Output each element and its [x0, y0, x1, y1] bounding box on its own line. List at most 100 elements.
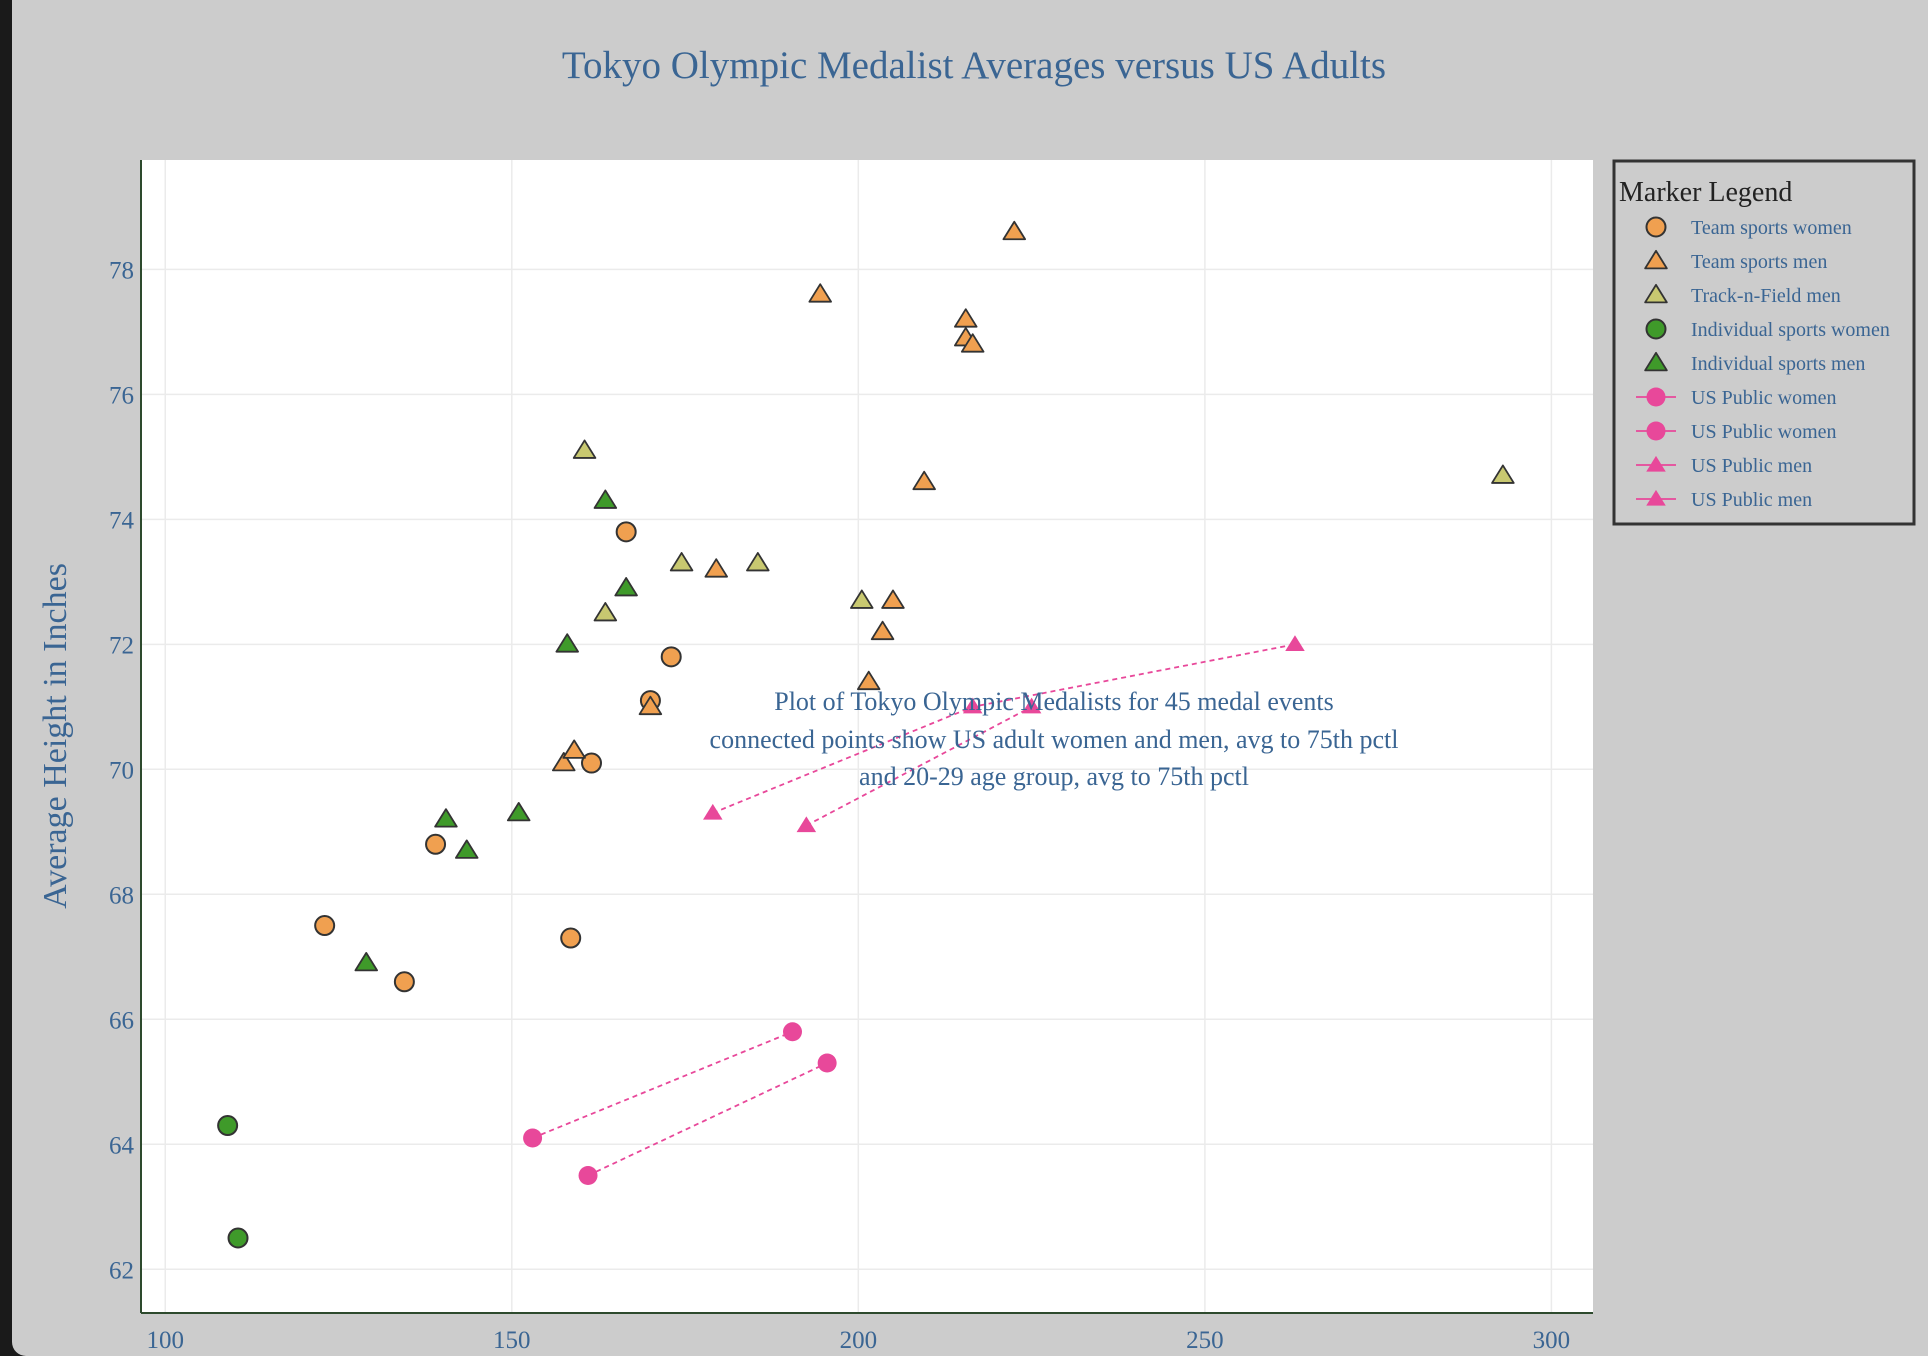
data-point[interactable]	[552, 752, 576, 772]
legend-label: Individual sports men	[1691, 353, 1865, 375]
data-point[interactable]	[808, 283, 832, 303]
series-us-public-women	[578, 1053, 837, 1186]
data-point[interactable]	[669, 552, 694, 572]
data-point[interactable]	[393, 971, 415, 993]
data-point[interactable]	[593, 602, 618, 622]
y-tick-label: 68	[109, 882, 134, 909]
legend-item[interactable]: Individual sports women	[1645, 318, 1890, 341]
legend-item[interactable]: Track-n-Field men	[1644, 283, 1841, 307]
data-point[interactable]	[562, 739, 586, 759]
legend-item[interactable]: US Public women	[1636, 387, 1837, 409]
data-point[interactable]	[314, 915, 336, 937]
legend-marker[interactable]	[1644, 249, 1668, 270]
data-point[interactable]	[227, 1227, 249, 1249]
series-us-public-men	[796, 697, 1042, 833]
data-point[interactable]	[960, 333, 985, 353]
data-point[interactable]	[434, 808, 458, 828]
data-point[interactable]	[1021, 697, 1042, 714]
legend-item[interactable]: Team sports men	[1644, 249, 1827, 273]
chart-svg: Tokyo Olympic Medalist Averages versus U…	[37, 44, 1916, 1354]
series-track-n-field-men	[572, 439, 1515, 622]
data-point[interactable]	[354, 951, 379, 972]
x-tick-label: 100	[147, 1327, 185, 1354]
data-point[interactable]	[954, 308, 978, 328]
legend: Marker Legend Team sports women Team spor…	[1612, 159, 1916, 526]
legend-marker[interactable]	[1646, 489, 1666, 506]
data-point[interactable]	[796, 816, 817, 833]
data-point[interactable]	[581, 752, 603, 774]
y-axis-ticks: 62 64 66 68 70 72 74 76 78	[109, 257, 135, 1284]
legend-item[interactable]: Individual sports men	[1644, 351, 1865, 375]
data-point[interactable]	[506, 802, 531, 822]
annotation-line-2: connected points show US adult women and…	[710, 725, 1399, 754]
series-team-sports-women	[314, 521, 682, 993]
legend-label: Track-n-Field men	[1691, 285, 1841, 307]
data-point[interactable]	[614, 577, 638, 597]
y-tick-label: 66	[109, 1007, 134, 1034]
data-point[interactable]	[572, 439, 597, 459]
y-tick-label: 76	[109, 382, 134, 409]
data-point[interactable]	[523, 1128, 543, 1148]
x-tick-label: 150	[493, 1327, 531, 1354]
y-axis-title: Average Height in Inches	[37, 563, 74, 909]
chart-annotation: Plot of Tokyo Olympic Medalists for 45 m…	[710, 687, 1399, 791]
data-point[interactable]	[1491, 464, 1515, 484]
series-line	[805, 706, 1033, 827]
data-point[interactable]	[578, 1166, 598, 1186]
legend-label: US Public men	[1691, 455, 1812, 477]
data-point[interactable]	[704, 558, 729, 578]
x-tick-label: 250	[1186, 1327, 1224, 1354]
legend-marker[interactable]	[1646, 455, 1666, 472]
legend-label: Team sports women	[1691, 217, 1852, 239]
data-point[interactable]	[593, 489, 618, 509]
data-point[interactable]	[782, 1022, 802, 1042]
data-point[interactable]	[454, 839, 479, 859]
legend-item[interactable]: US Public men	[1636, 489, 1812, 511]
data-point[interactable]	[870, 620, 895, 641]
legend-marker[interactable]	[1645, 216, 1667, 238]
legend-marker[interactable]	[1645, 318, 1667, 340]
data-point[interactable]	[912, 470, 936, 491]
legend-label: US Public men	[1691, 489, 1812, 511]
axes	[140, 160, 1593, 1314]
annotation-line-3: and 20-29 age group, avg to 75th pctl	[859, 762, 1249, 791]
data-point[interactable]	[560, 927, 582, 949]
x-tick-label: 200	[840, 1327, 878, 1354]
data-point[interactable]	[746, 552, 770, 572]
data-point[interactable]	[703, 803, 723, 820]
series-us-public-men	[703, 635, 1305, 820]
data-point[interactable]	[638, 695, 663, 716]
y-tick-label: 64	[109, 1132, 135, 1159]
data-point[interactable]	[817, 1053, 837, 1073]
x-axis-ticks: 100 150 200 250 300	[147, 1327, 1571, 1354]
legend-item[interactable]: US Public men	[1636, 455, 1812, 477]
legend-label: Team sports men	[1691, 251, 1827, 273]
chart-frame: Tokyo Olympic Medalist Averages versus U…	[12, 0, 1928, 1356]
legend-item[interactable]: US Public women	[1636, 421, 1837, 443]
data-point[interactable]	[1285, 635, 1305, 651]
chart-title: Tokyo Olympic Medalist Averages versus U…	[562, 44, 1386, 87]
legend-marker[interactable]	[1644, 283, 1668, 304]
legend-marker[interactable]	[1646, 387, 1666, 407]
series-individual-sports-men	[354, 489, 638, 972]
data-point[interactable]	[217, 1115, 239, 1137]
data-point[interactable]	[660, 646, 682, 668]
data-point[interactable]	[555, 633, 579, 653]
legend-item[interactable]: Team sports women	[1645, 216, 1852, 239]
data-point[interactable]	[1002, 220, 1027, 241]
data-point[interactable]	[856, 670, 881, 691]
series-line	[587, 1062, 828, 1177]
annotation-line-1: Plot of Tokyo Olympic Medalists for 45 m…	[774, 687, 1334, 716]
plot-area[interactable]	[141, 160, 1593, 1313]
legend-marker[interactable]	[1644, 351, 1668, 372]
data-point[interactable]	[615, 521, 637, 543]
data-point[interactable]	[881, 589, 905, 609]
y-tick-label: 74	[109, 507, 135, 534]
data-point[interactable]	[962, 697, 983, 714]
series-line	[532, 1030, 793, 1139]
data-point[interactable]	[425, 833, 447, 855]
legend-title: Marker Legend	[1619, 177, 1792, 208]
legend-marker[interactable]	[1646, 421, 1666, 441]
series-us-public-women	[523, 1022, 802, 1148]
data-point[interactable]	[850, 589, 874, 609]
